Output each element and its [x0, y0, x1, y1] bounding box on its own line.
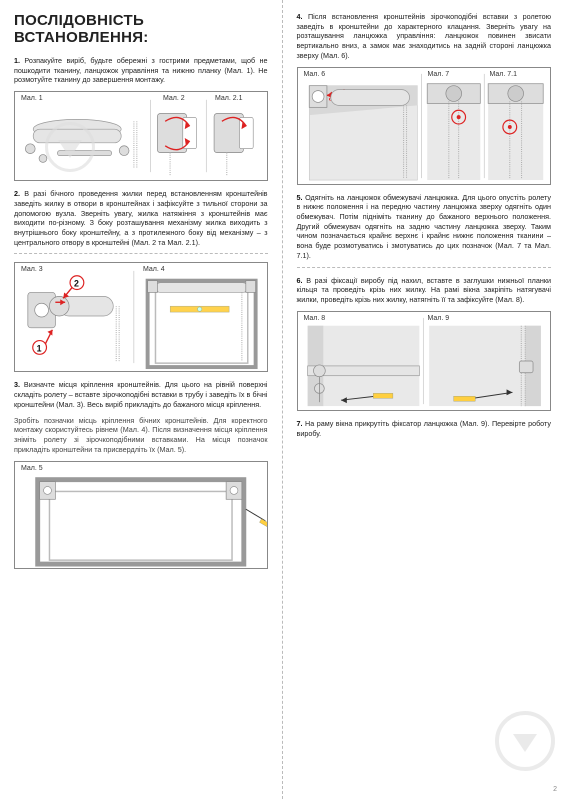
figure-box-5: Мал. 8 Мал. 9	[297, 311, 552, 411]
fig-label-3: Мал. 3	[21, 266, 43, 273]
divider-1	[14, 253, 268, 254]
fig3-svg	[15, 462, 267, 568]
figure-box-1: Мал. 1 Мал. 2 Мал. 2.1	[14, 91, 268, 181]
svg-text:1: 1	[37, 344, 42, 354]
fig-label-8: Мал. 8	[304, 315, 326, 322]
svg-text:2: 2	[74, 279, 79, 289]
right-column: 4. Після встановлення кронштейнів зірочк…	[283, 0, 565, 799]
fig4-svg: click	[298, 68, 551, 184]
page-number: 2	[553, 786, 557, 793]
step-3b-text: Зробіть позначки місць кріплення бічних …	[14, 416, 268, 455]
fig5-svg	[298, 312, 551, 410]
fig-label-6: Мал. 6	[304, 71, 326, 78]
fig-label-2: Мал. 2	[163, 95, 185, 102]
left-column: ПОСЛІДОВНІСТЬ ВСТАНОВЛЕННЯ: 1. Розпакуйт…	[0, 0, 283, 799]
fig-label-5: Мал. 5	[21, 465, 43, 472]
fig-label-9: Мал. 9	[428, 315, 450, 322]
fig-label-4: Мал. 4	[143, 266, 165, 273]
figure-box-4: Мал. 6 Мал. 7 Мал. 7.1 click	[297, 67, 552, 185]
divider-2	[297, 267, 552, 268]
page: ПОСЛІДОВНІСТЬ ВСТАНОВЛЕННЯ: 1. Розпакуйт…	[0, 0, 565, 799]
fig-label-2-1: Мал. 2.1	[215, 95, 243, 102]
watermark-icon	[45, 122, 95, 172]
step-4-text: 4. Після встановлення кронштейнів зірочк…	[297, 12, 552, 61]
watermark-icon-2	[495, 711, 555, 771]
fig-label-7-1: Мал. 7.1	[490, 71, 518, 78]
step-1-text: 1. Розпакуйте виріб, будьте обережні з г…	[14, 56, 268, 85]
fig-label-1: Мал. 1	[21, 95, 43, 102]
figure-box-2: Мал. 3 Мал. 4 2 1	[14, 262, 268, 372]
step-7-text: 7. На раму вікна прикрутіть фіксатор лан…	[297, 419, 552, 438]
step-3-text: 3. Визначте місця кріплення кронштейнів.…	[14, 380, 268, 409]
fig-label-7: Мал. 7	[428, 71, 450, 78]
step-2-text: 2. В разі бічного проведення жилки перед…	[14, 189, 268, 247]
figure-box-3: Мал. 5	[14, 461, 268, 569]
step-6-text: 6. В разі фіксації виробу під нахил, вст…	[297, 276, 552, 305]
step-5-text: 5. Одягніть на ланцюжок обмежувачі ланцю…	[297, 193, 552, 261]
fig2-svg: 2 1	[15, 263, 267, 371]
page-title: ПОСЛІДОВНІСТЬ ВСТАНОВЛЕННЯ:	[14, 12, 268, 46]
